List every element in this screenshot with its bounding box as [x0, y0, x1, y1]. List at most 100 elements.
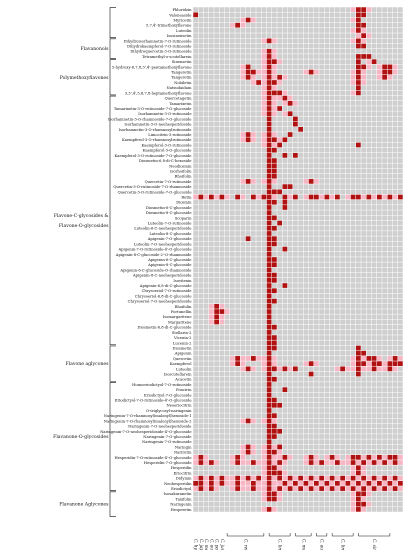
heatmap-cell	[235, 38, 240, 44]
heatmap-cell	[251, 48, 256, 54]
heatmap-cell	[308, 163, 314, 169]
heatmap-cell	[356, 43, 361, 49]
row-label: Luteolin-8-C-glucoside	[149, 232, 191, 236]
heatmap-cell	[324, 475, 330, 481]
heatmap-cell	[240, 100, 246, 106]
heatmap-cell	[245, 210, 251, 215]
heatmap-cell	[329, 210, 335, 215]
heatmap-cell	[230, 418, 235, 424]
heatmap-cell	[219, 267, 225, 273]
heatmap-cell	[361, 22, 366, 28]
heatmap-cell	[303, 470, 309, 476]
heatmap-cell	[392, 397, 398, 403]
heatmap-cell	[193, 153, 198, 158]
heatmap-cell	[382, 69, 387, 75]
heatmap-cell	[345, 444, 351, 450]
heatmap-cell	[308, 335, 314, 340]
heatmap-cell	[324, 397, 330, 403]
heatmap-cell	[356, 340, 361, 346]
heatmap-cell	[230, 460, 235, 465]
heatmap-cell	[340, 43, 345, 49]
heatmap-cell	[209, 496, 214, 502]
heatmap-cell	[282, 293, 288, 299]
heatmap-cell	[235, 418, 240, 424]
heatmap-cell	[219, 501, 225, 507]
heatmap-cell	[340, 69, 345, 75]
heatmap-cell	[293, 59, 298, 65]
heatmap-cell	[293, 470, 298, 476]
heatmap-cell	[329, 356, 335, 361]
heatmap-cell	[398, 173, 403, 179]
heatmap-cell	[235, 382, 240, 387]
heatmap-cell	[209, 163, 214, 169]
heatmap-cell	[314, 231, 319, 236]
heatmap-cell	[193, 366, 198, 372]
heatmap-cell	[340, 340, 345, 346]
heatmap-cell	[335, 106, 340, 111]
heatmap-cell	[314, 454, 319, 460]
heatmap-cell	[203, 251, 209, 257]
heatmap-cell	[266, 236, 272, 242]
heatmap-cell	[308, 7, 314, 12]
heatmap-cell	[319, 449, 324, 455]
heatmap-cell	[387, 173, 393, 179]
heatmap-cell	[345, 413, 351, 419]
heatmap-cell	[240, 173, 246, 179]
heatmap-cell	[272, 475, 277, 481]
heatmap-cell	[382, 153, 387, 158]
heatmap-cell	[245, 59, 251, 65]
heatmap-cell	[371, 439, 377, 445]
row-label: Stellarin-2	[172, 331, 192, 335]
heatmap-cell	[240, 137, 246, 143]
heatmap-cell	[314, 194, 319, 200]
heatmap-cell	[324, 335, 330, 340]
heatmap-cell	[319, 454, 324, 460]
heatmap-cell	[251, 215, 256, 221]
heatmap-cell	[303, 80, 309, 85]
heatmap-cell	[366, 17, 372, 23]
heatmap-cell	[245, 382, 251, 387]
heatmap-cell	[230, 449, 235, 455]
row-label: Neodiosmin	[169, 164, 192, 168]
heatmap-cell	[219, 491, 225, 497]
heatmap-cell	[251, 163, 256, 169]
row-label: Chrysoeriol-7-O-rutinoside	[142, 289, 192, 293]
heatmap-cell	[361, 95, 366, 101]
heatmap-cell	[377, 95, 382, 101]
heatmap-cell	[335, 189, 340, 195]
heatmap-cell	[198, 54, 204, 59]
heatmap-cell	[272, 319, 277, 325]
heatmap-cell	[209, 69, 214, 75]
heatmap-cell	[371, 481, 377, 486]
heatmap-cell	[287, 428, 293, 434]
heatmap-cell	[230, 126, 235, 132]
heatmap-cell	[256, 324, 261, 330]
heatmap-cell	[361, 496, 366, 502]
heatmap-cell	[224, 288, 230, 294]
heatmap-cell	[361, 189, 366, 195]
heatmap-cell	[230, 85, 235, 91]
heatmap-cell	[350, 371, 356, 377]
heatmap-cell	[230, 12, 235, 18]
heatmap-cell	[366, 408, 372, 413]
heatmap-cell	[329, 215, 335, 221]
heatmap-cell	[366, 454, 372, 460]
heatmap-cell	[261, 12, 267, 18]
heatmap-cell	[209, 225, 214, 231]
heatmap-cell	[203, 80, 209, 85]
heatmap-cell	[298, 194, 303, 200]
heatmap-cell	[345, 319, 351, 325]
heatmap-cell	[235, 465, 240, 471]
heatmap-cell	[345, 470, 351, 476]
heatmap-cell	[245, 501, 251, 507]
heatmap-cell	[266, 309, 272, 314]
heatmap-cell	[256, 319, 261, 325]
heatmap-cell	[282, 434, 288, 439]
heatmap-cell	[335, 314, 340, 320]
heatmap-cell	[356, 319, 361, 325]
heatmap-cell	[266, 210, 272, 215]
heatmap-cell	[298, 356, 303, 361]
heatmap-cell	[203, 496, 209, 502]
heatmap-cell	[240, 496, 246, 502]
heatmap-cell	[308, 69, 314, 75]
